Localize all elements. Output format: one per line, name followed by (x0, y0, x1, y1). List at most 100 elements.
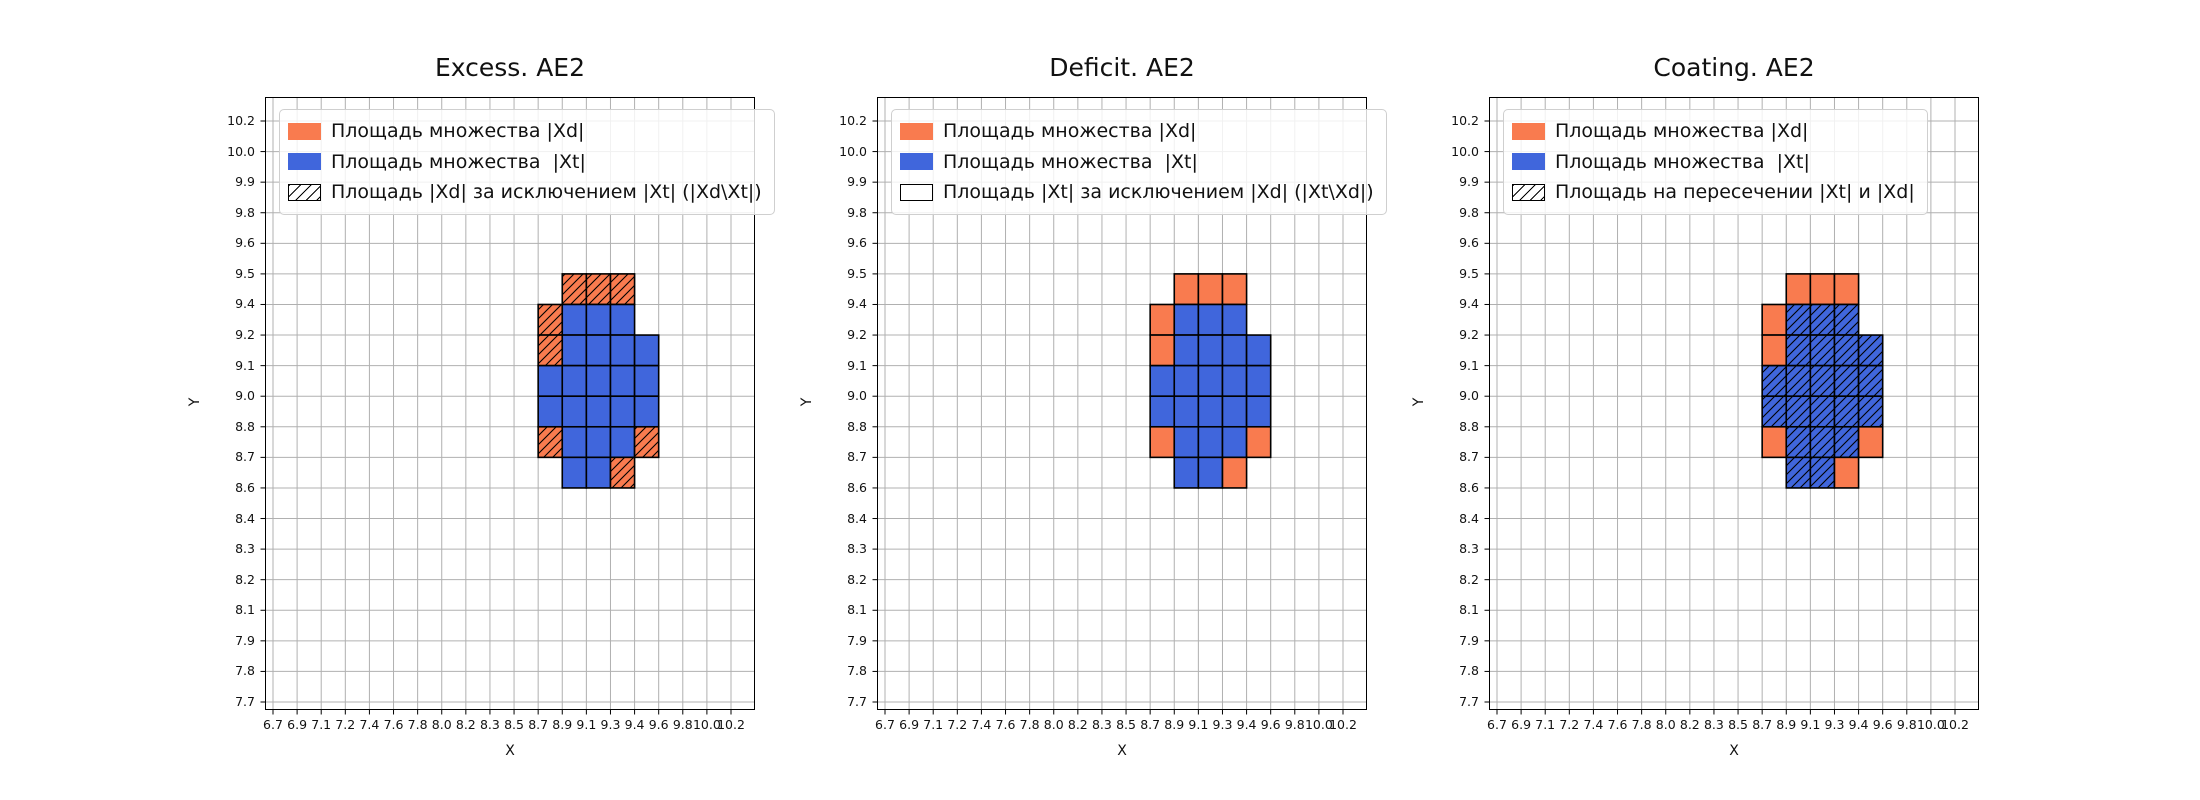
y-axis-label: Y (187, 397, 203, 406)
spines (265, 97, 755, 710)
hatch-overlay (1858, 396, 1883, 427)
hatch-overlay (1762, 396, 1787, 427)
y-tick-label: 9.2 (1459, 327, 1479, 343)
hatch-overlay (1786, 335, 1811, 366)
x-tick-label: 8.9 (1776, 717, 1797, 732)
y-axis-label: Y (1411, 397, 1427, 406)
y-tick-label: 9.6 (1459, 235, 1479, 251)
x-tick-label: 8.2 (1067, 717, 1088, 732)
hatch-overlay (1810, 426, 1835, 458)
grid-cell (561, 364, 588, 398)
y-tick-label: 9.4 (235, 296, 255, 312)
grid-cell (609, 364, 636, 398)
x-tick-label: 8.0 (431, 717, 452, 732)
grid-cell (1173, 456, 1200, 489)
hatch-overlay (562, 273, 587, 305)
hatch-overlay (1786, 365, 1811, 397)
y-tick-label: 8.4 (847, 510, 867, 526)
grid-cell (561, 456, 588, 489)
y-tick-label: 9.2 (235, 327, 255, 343)
hatch-overlay (1810, 457, 1835, 488)
y-tick-label: 9.4 (1459, 296, 1479, 312)
y-tick-label: 7.8 (847, 663, 867, 679)
grid-cell (1761, 303, 1788, 336)
x-axis-label: X (505, 743, 515, 759)
hatch-overlay (538, 335, 563, 366)
grid-cell (1173, 303, 1200, 336)
y-tick-label: 7.7 (847, 694, 867, 709)
y-tick-label: 10.2 (227, 113, 255, 128)
x-tick-label: 9.1 (1800, 717, 1821, 732)
hatch-overlay (1786, 426, 1811, 458)
x-tick-label: 6.9 (287, 717, 308, 732)
hatch-overlay (1762, 365, 1787, 397)
grid-cell (1761, 334, 1788, 367)
grid-cell (1221, 303, 1248, 336)
x-tick-label: 10.2 (717, 717, 745, 732)
chart-title: Coating. AE2 (1653, 53, 1815, 82)
x-tick-label: 9.6 (1872, 717, 1893, 732)
legend-swatch-orange (288, 122, 321, 140)
x-tick-label: 7.8 (1019, 717, 1040, 732)
y-tick-label: 9.6 (847, 235, 867, 251)
x-tick-label: 7.1 (1535, 717, 1556, 732)
y-axis-label: Y (799, 397, 815, 406)
x-tick-label: 7.4 (359, 717, 380, 732)
y-tick-label: 8.4 (1459, 510, 1479, 526)
legend-item: Площадь на пересечении |Xt| и |Xd| (1512, 177, 1915, 208)
x-axis-label: X (1117, 743, 1127, 759)
y-tick-label: 7.9 (1459, 632, 1479, 648)
y-tick-label: 8.1 (1459, 602, 1479, 618)
hatch-overlay (1786, 304, 1811, 336)
grid-cell (1221, 273, 1248, 306)
grid-cell (1149, 395, 1176, 428)
x-tick-label: 6.7 (263, 717, 283, 732)
grid-cell (1197, 456, 1224, 489)
x-tick-label: 7.6 (383, 717, 404, 732)
x-tick-label: 8.9 (1164, 717, 1185, 732)
y-tick-label: 9.8 (847, 204, 867, 220)
y-tick-label: 8.1 (847, 602, 867, 618)
x-tick-label: 10.0 (1304, 717, 1333, 732)
x-tick-label: 7.8 (407, 717, 428, 732)
grid-cell (1197, 303, 1224, 336)
legend-label: Площадь множества |Xt| (1555, 150, 1810, 173)
grid-cell (1197, 425, 1224, 459)
legend-label: Площадь |Xd| за исключением |Xt| (|Xd\Xt… (331, 181, 762, 204)
grid-cell (1221, 364, 1248, 398)
cell-layer (1149, 273, 1272, 489)
grid-cell (633, 395, 660, 428)
y-tick-label: 8.8 (1459, 418, 1479, 434)
y-tick-label: 9.1 (1459, 357, 1479, 373)
hatch-overlay (1810, 335, 1835, 366)
x-tick-label: 8.0 (1655, 717, 1676, 732)
hatch-overlay (1858, 335, 1883, 366)
hatch-overlay (1786, 457, 1811, 488)
legend-label: Площадь множества |Xt| (331, 150, 586, 173)
y-tick-label: 9.5 (847, 265, 867, 281)
x-tick-label: 8.3 (479, 717, 500, 732)
x-tick-label: 8.0 (1043, 717, 1064, 732)
hatch-overlay (610, 273, 635, 305)
y-tick-label: 8.6 (1459, 479, 1479, 495)
cell-layer (1761, 273, 1884, 489)
hatch-overlay (538, 304, 563, 336)
grid-cell (585, 303, 612, 336)
grid-cell (1173, 334, 1200, 367)
y-tick-label: 9.5 (235, 265, 255, 281)
grid-cell (1197, 395, 1224, 428)
grid-cell (1173, 364, 1200, 398)
x-tick-label: 6.9 (899, 717, 920, 732)
y-tick-label: 8.3 (847, 541, 867, 557)
x-tick-label: 7.4 (1583, 717, 1604, 732)
chart-title: Deficit. AE2 (1049, 53, 1195, 82)
hatch-overlay (1834, 426, 1859, 458)
legend-item: Площадь множества |Xt| (1512, 147, 1915, 178)
grid-cell (633, 334, 660, 367)
tick-marks (872, 120, 1344, 715)
x-tick-label: 7.8 (1631, 717, 1652, 732)
grid-cell (1833, 273, 1860, 306)
grid-cell (585, 425, 612, 459)
y-tick-label: 9.1 (847, 357, 867, 373)
